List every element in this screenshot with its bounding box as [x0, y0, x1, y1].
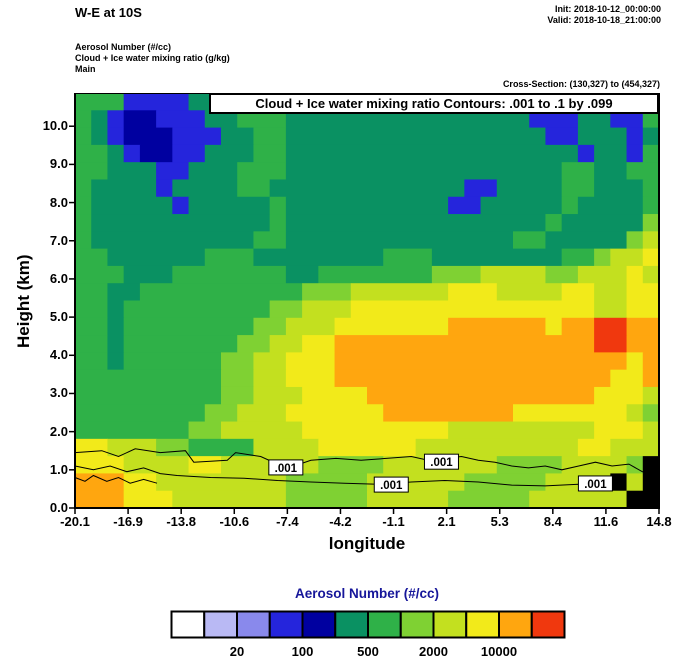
field-meta-cloudice: Cloud + Ice water mixing ratio (g/kg) [75, 53, 230, 63]
colorbar [170, 610, 566, 639]
contour-label-box [577, 475, 613, 492]
colorbar-cell [432, 610, 468, 639]
colorbar-cell [170, 610, 206, 639]
contour-label-box [373, 476, 409, 493]
colorbar-tick-label: 10000 [480, 644, 518, 659]
colorbar-title: Aerosol Number (#/cc) [294, 586, 440, 601]
x-tick-label: -7.4 [276, 514, 299, 529]
x-tick-label: -20.1 [60, 514, 90, 529]
y-tick-label: 1.0 [49, 461, 68, 477]
contour-label-box [423, 453, 459, 470]
colorbar-cell [268, 610, 304, 639]
y-tick-label: 4.0 [49, 347, 68, 363]
y-tick-label: 10.0 [42, 118, 68, 134]
x-tick-label: 14.8 [646, 514, 672, 529]
colorbar-cell [498, 610, 533, 639]
colorbar-cell [236, 610, 271, 639]
y-tick-label: 0.0 [49, 500, 68, 515]
y-tick-label: 7.0 [49, 232, 68, 248]
y-tick-label: 3.0 [49, 385, 68, 401]
x-axis-label: longitude [328, 534, 406, 553]
y-tick-label: 5.0 [49, 309, 68, 325]
field-meta-aerosol: Aerosol Number (#/cc) [75, 42, 172, 52]
y-tick-label: 2.0 [49, 423, 68, 439]
cross-section-plot: .001 .001 .001 .001 [69, 93, 660, 514]
colorbar-tick-label: 500 [357, 644, 379, 659]
plot-title: W-E at 10S [75, 5, 142, 20]
contour-lines [74, 448, 651, 488]
colorbar-cell [399, 610, 435, 639]
colorbar-cell [334, 610, 369, 639]
x-tick-label: -16.9 [113, 514, 143, 529]
x-tick-label: 8.4 [543, 514, 562, 529]
contour-label: .001 [380, 480, 403, 492]
y-tick-label: 9.0 [49, 156, 68, 172]
x-tick-label: 11.6 [593, 514, 619, 529]
plot-frame [74, 93, 660, 509]
x-tick-label: -1.1 [382, 514, 405, 529]
colorbar-cell [530, 610, 566, 639]
colorbar-cell [203, 610, 238, 639]
init-timestamp: Init: 2018-10-12_00:00:00 [554, 4, 661, 14]
colorbar-tick-label: 100 [291, 644, 314, 659]
contour-info-banner: Cloud + Ice water mixing ratio Contours:… [209, 93, 659, 114]
y-axis-label: Height (km) [14, 254, 33, 349]
x-tick-label: -4.2 [329, 514, 352, 529]
x-tick-label: 2.1 [437, 514, 456, 529]
valid-timestamp: Valid: 2018-10-18_21:00:00 [547, 15, 661, 25]
colorbar-cell [465, 610, 500, 639]
colorbar-cell [367, 610, 402, 639]
contour-label: .001 [430, 457, 453, 469]
x-tick-label: -13.8 [166, 514, 196, 529]
y-tick-label: 8.0 [49, 194, 68, 210]
colorbar-tick-label: 20 [229, 644, 245, 659]
colorbar-cell [301, 610, 337, 639]
contour-label: .001 [275, 463, 298, 475]
y-tick-label: 6.0 [49, 270, 68, 286]
x-tick-label: -10.6 [219, 514, 250, 529]
field-meta-domain: Main [75, 64, 96, 74]
contour-label-box [268, 459, 304, 476]
x-tick-label: 5.3 [490, 514, 509, 529]
contour-labels: .001 .001 .001 .001 [268, 453, 613, 493]
colorbar-tick-label: 2000 [419, 644, 448, 659]
cross-section-note: Cross-Section: (130,327) to (454,327) [502, 79, 660, 89]
heatmap-grid [75, 93, 660, 509]
contour-label: .001 [584, 479, 607, 491]
